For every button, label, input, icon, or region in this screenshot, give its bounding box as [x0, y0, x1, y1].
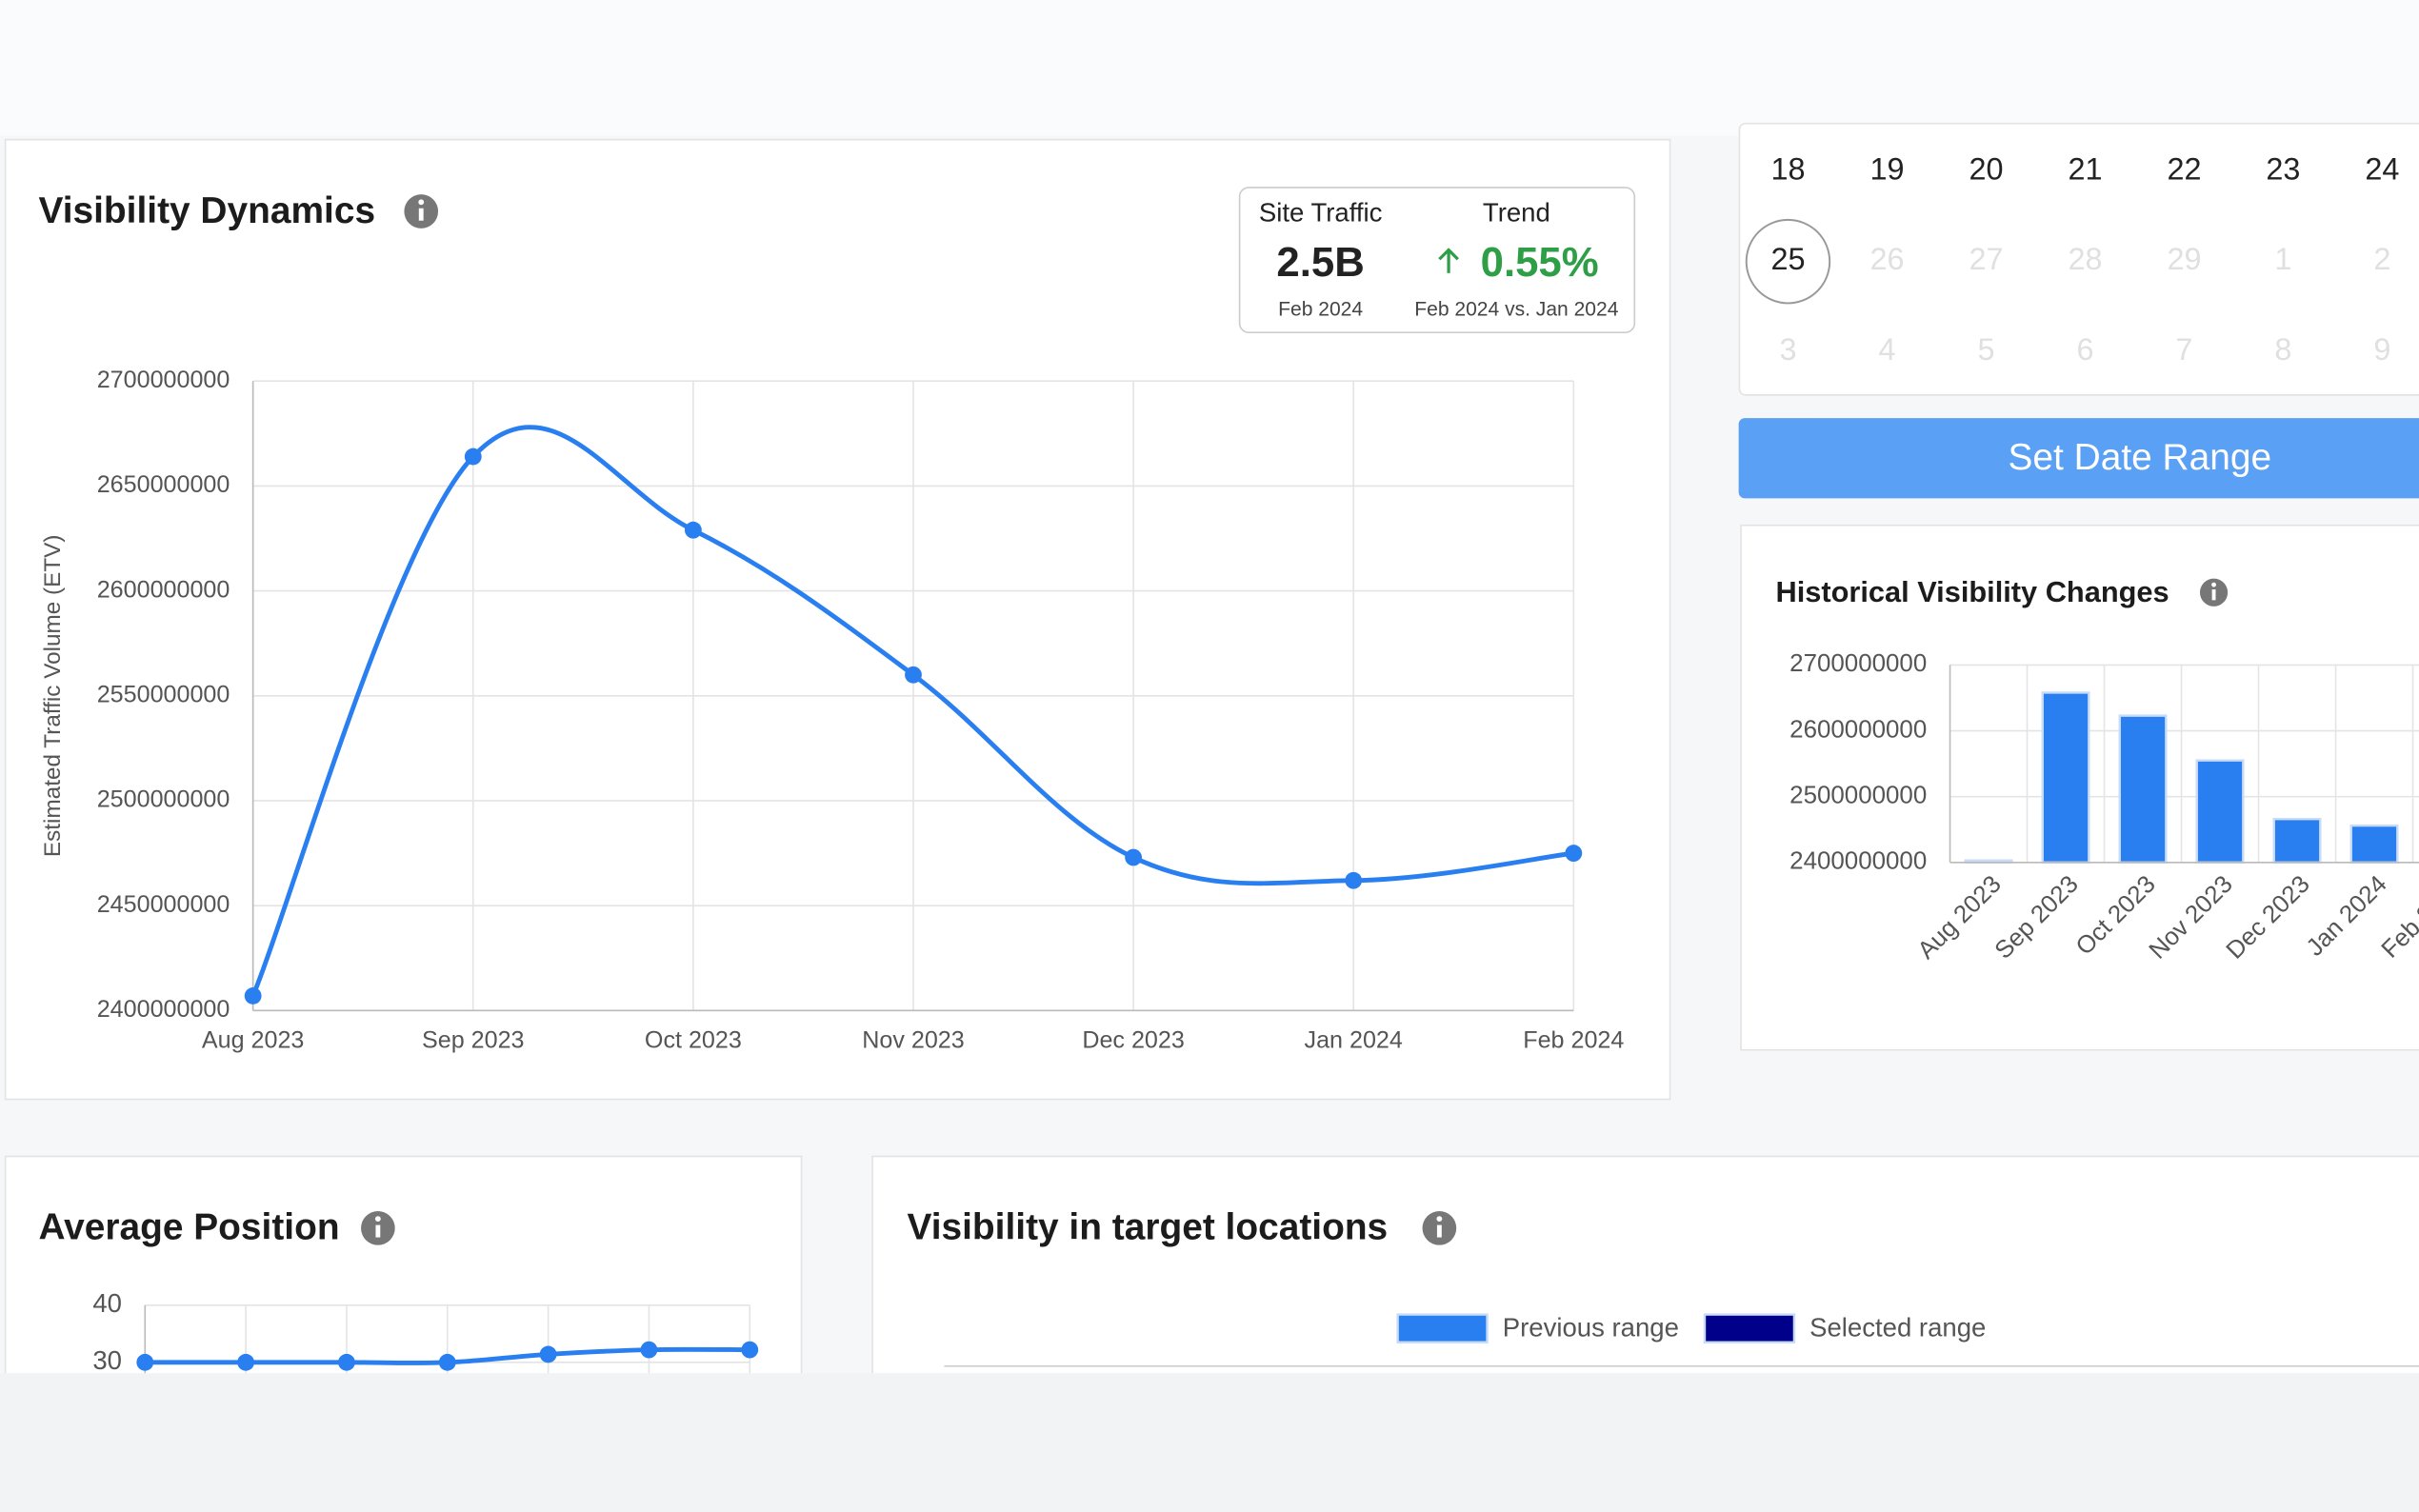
bar [2349, 824, 2399, 865]
y-tick-label: 2600000000 [97, 576, 230, 603]
calendar-day[interactable]: 21 [2068, 151, 2102, 186]
line [250, 425, 1574, 997]
point [640, 1341, 658, 1359]
point [438, 1353, 456, 1371]
y-tick-label: 2400000000 [1789, 848, 1927, 875]
x-tick-label: Jan 2024 [1305, 1026, 1403, 1053]
card-title: Average Position [38, 1207, 339, 1248]
point [684, 521, 702, 539]
calendar-day[interactable]: 23 [2266, 151, 2300, 186]
point [905, 666, 922, 684]
calendar-day[interactable]: 3 [1779, 332, 1796, 367]
point [1125, 848, 1142, 866]
x-tick-label: Aug 2023 [202, 1026, 304, 1053]
calendar-day[interactable]: 1 [2274, 242, 2291, 276]
point [1345, 871, 1363, 889]
summary-label: Trend [1483, 198, 1550, 228]
card-title: Visibility in target locations [908, 1207, 1389, 1248]
set-date-range-button[interactable] [1738, 418, 2419, 499]
point [136, 1353, 154, 1371]
point [464, 448, 482, 466]
legend-label: Selected range [1809, 1312, 1986, 1342]
point [741, 1341, 759, 1359]
y-tick-label: 2550000000 [97, 681, 230, 707]
info-icon[interactable] [404, 194, 439, 229]
x-tick-label: Sep 2023 [422, 1026, 524, 1053]
calendar-day[interactable]: 29 [2167, 242, 2201, 276]
y-tick-label: 2500000000 [97, 786, 230, 813]
selected-day [1745, 218, 1831, 305]
bar [2041, 691, 2090, 865]
calendar-card [1738, 122, 2419, 396]
bar [2272, 817, 2322, 865]
point [338, 1353, 355, 1371]
y-tick-label: 40 [92, 1288, 122, 1318]
y-tick-label: 2700000000 [1789, 650, 1927, 677]
summary-box [1238, 187, 1636, 334]
summary-label: Site Traffic [1259, 198, 1383, 228]
y-axis-label: Estimated Traffic Volume (ETV) [40, 535, 66, 858]
x-tick-label: Dec 2023 [1082, 1026, 1184, 1053]
bar [2195, 759, 2245, 865]
info-icon[interactable] [2199, 578, 2229, 607]
calendar-day[interactable]: 26 [1869, 242, 1904, 276]
trend-value: 0.55% [1481, 239, 1599, 286]
x-tick-label: Oct 2023 [645, 1026, 742, 1053]
x-tick-label: Nov 2023 [862, 1026, 964, 1053]
calendar-day[interactable]: 18 [1770, 151, 1805, 186]
calendar-day[interactable]: 19 [1869, 151, 1904, 186]
calendar-day[interactable]: 24 [2365, 151, 2399, 186]
legend-swatch [1703, 1313, 1796, 1343]
calendar-day[interactable]: 8 [2274, 332, 2291, 367]
bar [2118, 714, 2168, 865]
card-title: Historical Visibility Changes [1776, 575, 2169, 608]
legend-label: Previous range [1503, 1312, 1679, 1342]
summary-period: Feb 2024 [1278, 298, 1363, 320]
button-label[interactable]: Set Date Range [2009, 437, 2272, 478]
y-tick-label: 30 [92, 1345, 122, 1375]
legend-swatch [1396, 1313, 1489, 1343]
point [539, 1345, 557, 1363]
y-tick-label: 2450000000 [97, 891, 230, 918]
summary-period: Feb 2024 vs. Jan 2024 [1414, 298, 1618, 320]
calendar-day[interactable]: 28 [2068, 242, 2102, 276]
trend-arrow [1438, 248, 1459, 273]
info-icon[interactable] [361, 1211, 395, 1245]
calendar-day[interactable]: 20 [1969, 151, 2003, 186]
calendar-day[interactable]: 27 [1969, 242, 2003, 276]
y-tick-label: 2700000000 [97, 367, 230, 393]
card-title: Visibility Dynamics [38, 190, 375, 231]
y-tick-label: 2600000000 [1789, 716, 1927, 743]
calendar-day[interactable]: 4 [1878, 332, 1895, 367]
top-bar [0, 0, 2419, 136]
point [244, 987, 262, 1005]
calendar-day[interactable]: 5 [1977, 332, 1994, 367]
y-tick-label: 2400000000 [97, 996, 230, 1023]
x-tick-label: Feb 2024 [1523, 1026, 1624, 1053]
calendar-day[interactable]: 6 [2076, 332, 2093, 367]
calendar-day[interactable]: 9 [2373, 332, 2390, 367]
point [1565, 845, 1583, 862]
bottom-bar [0, 1373, 2419, 1512]
point [237, 1353, 255, 1371]
calendar-day[interactable]: 7 [2175, 332, 2192, 367]
y-tick-label: 2500000000 [1789, 783, 1927, 809]
info-icon[interactable] [1422, 1211, 1457, 1245]
summary-value: 2.5B [1276, 239, 1364, 286]
y-tick-label: 2650000000 [97, 471, 230, 498]
calendar-day[interactable]: 25 [1770, 242, 1805, 276]
calendar-day[interactable]: 2 [2373, 242, 2390, 276]
calendar-day[interactable]: 22 [2167, 151, 2201, 186]
